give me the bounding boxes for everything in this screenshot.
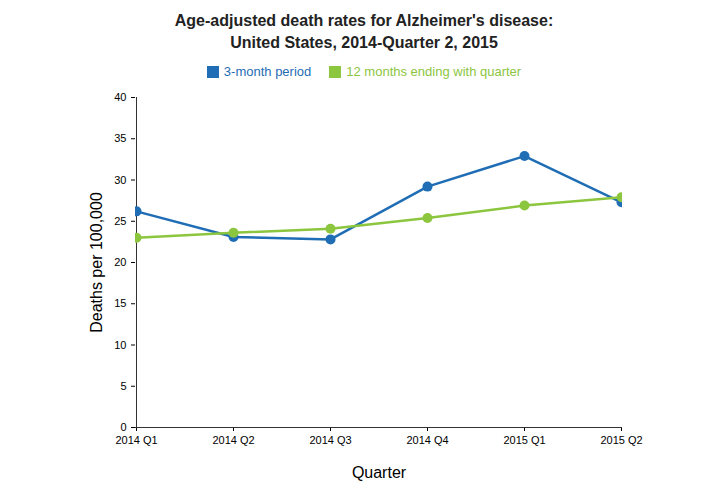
svg-text:2014 Q1: 2014 Q1 (115, 434, 157, 446)
svg-text:5: 5 (120, 380, 126, 392)
svg-text:15: 15 (114, 297, 126, 309)
html-text:Age-adjusted death rates for A: Age-adjusted death rates for Alzheimer's… (174, 12, 554, 29)
svg-text:2015 Q1: 2015 Q1 (503, 434, 545, 446)
svg-text:2015 Q2: 2015 Q2 (600, 434, 642, 446)
svg-text:40: 40 (114, 91, 126, 103)
svg-text:Deaths per 100,000: Deaths per 100,000 (88, 192, 105, 333)
svg-text:10: 10 (114, 339, 126, 351)
svg-text:2014 Q4: 2014 Q4 (406, 434, 448, 446)
svg-text:35: 35 (114, 132, 126, 144)
html-text:3-month period: 3-month period (223, 64, 312, 79)
html-text:United States, 2014-Quarter 2,: United States, 2014-Quarter 2, 2015 (230, 34, 498, 51)
svg-text:20: 20 (114, 256, 126, 268)
html-text:12 months ending with quarter: 12 months ending with quarter (346, 64, 522, 79)
svg-text:30: 30 (114, 174, 126, 186)
svg-text:25: 25 (114, 215, 126, 227)
svg-text:2014 Q3: 2014 Q3 (309, 434, 351, 446)
svg-text:0: 0 (120, 421, 126, 433)
svg-text:Quarter: Quarter (352, 464, 407, 481)
svg-text:2014 Q2: 2014 Q2 (212, 434, 254, 446)
